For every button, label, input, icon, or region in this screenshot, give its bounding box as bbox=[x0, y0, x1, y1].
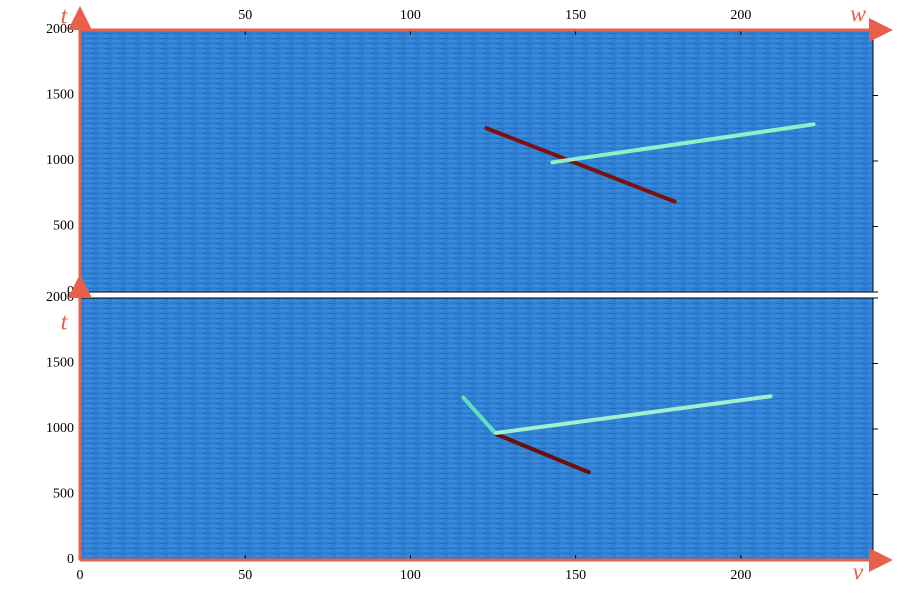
track bbox=[494, 432, 591, 475]
track bbox=[494, 394, 773, 435]
x-axis-label: w bbox=[850, 2, 866, 28]
x-tick-label: 150 bbox=[565, 568, 586, 583]
y-axis-label: t bbox=[61, 310, 69, 336]
track bbox=[550, 122, 816, 165]
plot-background bbox=[80, 30, 873, 292]
track bbox=[484, 126, 677, 204]
track bbox=[461, 395, 499, 437]
x-tick-label: 50 bbox=[238, 8, 252, 23]
x-tick-label: 150 bbox=[565, 8, 586, 23]
x-tick-label: 0 bbox=[77, 568, 84, 583]
y-tick-label: 1000 bbox=[46, 421, 74, 436]
x-axis-label: v bbox=[853, 560, 864, 586]
y-tick-label: 500 bbox=[53, 219, 74, 234]
plot-background bbox=[80, 298, 873, 560]
y-tick-label: 1500 bbox=[46, 356, 74, 371]
y-axis-label: t bbox=[61, 4, 69, 30]
x-tick-label: 50 bbox=[238, 568, 252, 583]
x-tick-label: 100 bbox=[400, 8, 421, 23]
y-tick-label: 1000 bbox=[46, 153, 74, 168]
y-tick-label: 0 bbox=[67, 552, 74, 567]
y-tick-label: 1500 bbox=[46, 88, 74, 103]
y-tick-label: 2000 bbox=[46, 22, 74, 37]
x-tick-label: 100 bbox=[400, 568, 421, 583]
x-tick-label: 200 bbox=[730, 8, 751, 23]
y-tick-label: 2000 bbox=[46, 290, 74, 305]
y-tick-label: 500 bbox=[53, 487, 74, 502]
x-tick-label: 200 bbox=[730, 568, 751, 583]
